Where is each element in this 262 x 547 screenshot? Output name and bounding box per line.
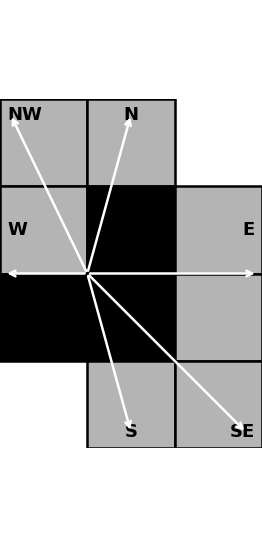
Bar [175,274,262,361]
Bar [175,361,262,448]
Text: N: N [123,106,139,124]
Text: S: S [124,423,138,441]
Text: NW: NW [7,106,42,124]
Bar [175,186,262,274]
Bar [0,99,87,186]
Text: SE: SE [230,423,255,441]
Bar [87,186,175,274]
Bar [87,274,175,361]
Bar [87,361,175,448]
Bar [87,99,175,186]
Bar [0,274,87,361]
Text: E: E [243,221,255,239]
Bar [0,186,87,274]
Text: W: W [7,221,27,239]
